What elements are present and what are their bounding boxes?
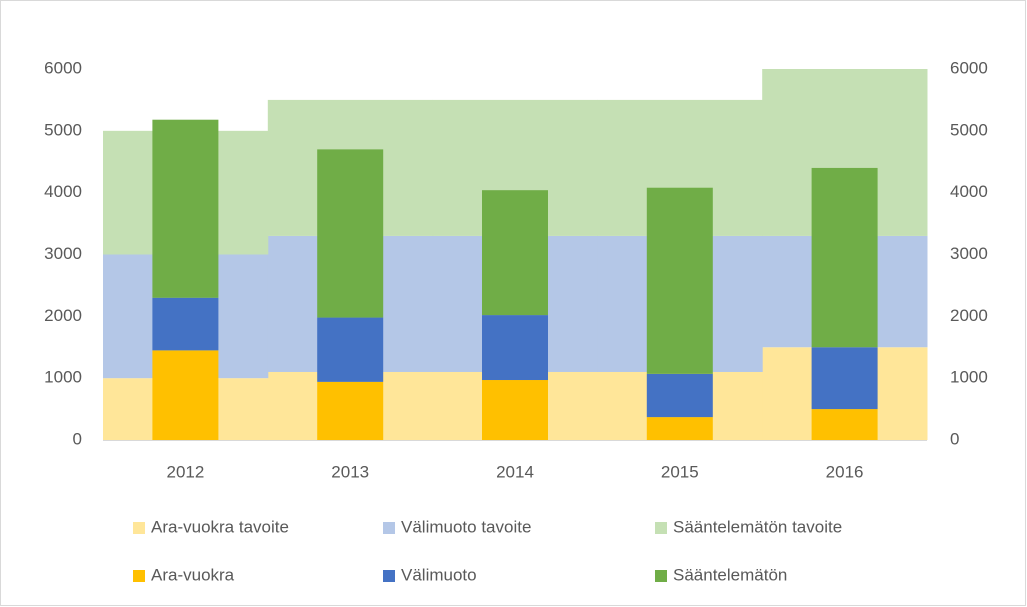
y2-tick-label: 3000 bbox=[950, 244, 988, 263]
bar bbox=[152, 297, 219, 351]
bar bbox=[317, 317, 384, 382]
x-tick-label: 2013 bbox=[331, 462, 369, 481]
legend-label: Välimuoto bbox=[401, 565, 477, 584]
bar bbox=[811, 347, 878, 410]
bar bbox=[811, 409, 878, 440]
legend-label: Välimuoto tavoite bbox=[401, 517, 531, 536]
legend-swatch bbox=[133, 570, 145, 582]
y-tick-label: 6000 bbox=[44, 58, 82, 77]
bar bbox=[646, 417, 713, 440]
bar bbox=[482, 380, 548, 440]
legend-label: Sääntelemätön bbox=[673, 565, 787, 584]
legend-label: Ara-vuokra bbox=[151, 565, 235, 584]
x-tick-label: 2015 bbox=[661, 462, 699, 481]
y2-tick-label: 2000 bbox=[950, 306, 988, 325]
y-tick-label: 3000 bbox=[44, 244, 82, 263]
bar bbox=[482, 315, 548, 381]
bar bbox=[646, 373, 713, 418]
bar bbox=[152, 119, 219, 298]
legend-label: Sääntelemätön tavoite bbox=[673, 517, 842, 536]
y2-tick-label: 6000 bbox=[950, 58, 988, 77]
legend-swatch bbox=[133, 522, 145, 534]
legend-swatch bbox=[383, 570, 395, 582]
bar bbox=[811, 167, 878, 348]
legend-label: Ara-vuokra tavoite bbox=[151, 517, 289, 536]
y-tick-label: 2000 bbox=[44, 306, 82, 325]
legend-swatch bbox=[655, 522, 667, 534]
y2-tick-label: 0 bbox=[950, 429, 959, 448]
x-tick-label: 2016 bbox=[826, 462, 864, 481]
bar bbox=[482, 190, 548, 316]
legend-swatch bbox=[655, 570, 667, 582]
x-tick-label: 2014 bbox=[496, 462, 534, 481]
y2-tick-label: 5000 bbox=[950, 120, 988, 139]
y-tick-label: 0 bbox=[73, 429, 82, 448]
y2-tick-label: 4000 bbox=[950, 182, 988, 201]
y-tick-label: 1000 bbox=[44, 368, 82, 387]
y2-tick-label: 1000 bbox=[950, 368, 988, 387]
bar bbox=[152, 350, 219, 440]
legend-swatch bbox=[383, 522, 395, 534]
y-tick-label: 4000 bbox=[44, 182, 82, 201]
bar bbox=[317, 149, 384, 318]
bar bbox=[317, 381, 384, 440]
bar bbox=[646, 187, 713, 374]
y-tick-label: 5000 bbox=[44, 120, 82, 139]
x-tick-label: 2012 bbox=[166, 462, 204, 481]
